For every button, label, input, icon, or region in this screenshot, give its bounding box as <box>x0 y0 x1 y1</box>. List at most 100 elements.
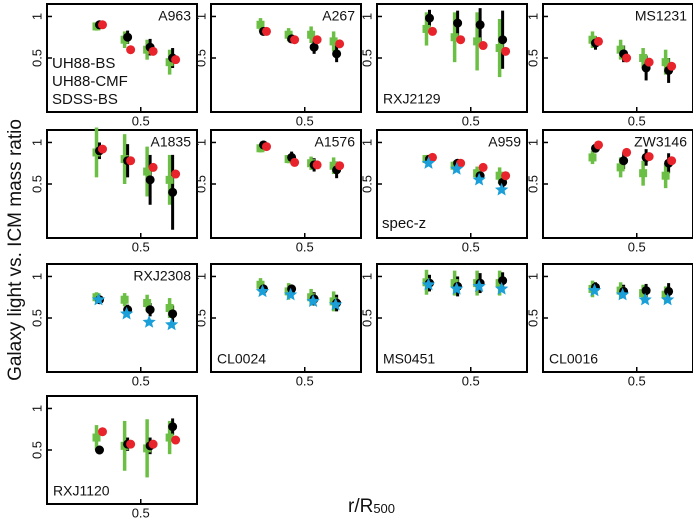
x-tick-label: 0.5 <box>628 239 646 254</box>
legend-entry: SDSS-BS <box>52 91 118 108</box>
marker-star <box>495 281 509 295</box>
marker-square <box>143 167 152 176</box>
marker-square <box>639 54 648 62</box>
marker-circle <box>312 35 322 45</box>
marker-circle <box>290 35 300 45</box>
marker-circle <box>498 276 508 286</box>
marker-square <box>143 299 152 308</box>
y-axis-label: Galaxy light vs. ICM mass ratio <box>5 119 26 381</box>
marker-circle <box>644 57 654 67</box>
marker-circle <box>148 439 158 449</box>
marker-star <box>495 182 509 196</box>
marker-circle <box>594 36 603 46</box>
marker-star <box>472 172 486 186</box>
x-axis-label-sub: 500 <box>373 501 395 516</box>
x-tick-label: 0.5 <box>462 239 480 254</box>
marker-square <box>307 30 316 39</box>
y-tick-label: 0.5 <box>29 49 44 67</box>
marker-circle <box>622 53 632 63</box>
y-tick-label: 1 <box>193 139 208 146</box>
x-tick-label: 0.5 <box>296 113 314 128</box>
marker-star <box>255 284 270 298</box>
marker-square <box>422 24 431 33</box>
panel: 1 0.5 0.5 CL0024 <box>193 263 362 388</box>
marker-square <box>329 161 338 170</box>
marker-circle <box>171 169 181 179</box>
marker-circle <box>667 156 677 166</box>
marker-circle <box>475 20 485 30</box>
y-tick-label: 0.5 <box>193 309 208 327</box>
marker-circle <box>312 160 322 170</box>
y-tick-label: 1 <box>29 139 44 146</box>
marker-square <box>165 175 174 184</box>
marker-square <box>588 153 597 162</box>
marker-square <box>639 169 648 178</box>
marker-circle <box>335 161 345 171</box>
marker-circle <box>594 140 603 150</box>
marker-star <box>638 292 652 306</box>
marker-star <box>661 292 675 306</box>
y-tick-label: 0.5 <box>29 441 44 459</box>
marker-circle <box>425 13 434 23</box>
x-tick-label: 0.5 <box>132 239 150 254</box>
marker-star <box>450 281 464 295</box>
panel: 1 0.5 0.5 CL0016 <box>525 263 693 388</box>
marker-circle <box>501 46 511 56</box>
panel-label: MS1231 <box>635 8 687 24</box>
marker-circle <box>478 41 488 51</box>
marker-square <box>616 45 625 54</box>
y-tick-label: 1 <box>29 405 44 412</box>
marker-star <box>306 294 320 307</box>
marker-square <box>120 295 129 304</box>
x-tick-label: 0.5 <box>132 373 150 388</box>
legend-entry: UH88-CMF <box>52 73 128 90</box>
marker-square <box>256 280 265 289</box>
y-tick-label: 1 <box>525 13 540 20</box>
marker-square <box>661 171 670 180</box>
panel: 1 0.5 0.5 MS0451 <box>359 263 528 388</box>
marker-circle <box>456 158 466 168</box>
x-tick-label: 0.5 <box>462 373 480 388</box>
marker-star <box>329 297 343 311</box>
marker-circle <box>171 55 181 65</box>
marker-star <box>421 277 436 291</box>
marker-circle <box>145 175 155 185</box>
marker-circle <box>622 147 632 157</box>
marker-circle <box>126 439 136 449</box>
marker-circle <box>335 39 345 49</box>
marker-circle <box>262 142 271 152</box>
x-tick-label: 0.5 <box>628 113 646 128</box>
panel-label: RXJ2308 <box>133 268 191 284</box>
marker-star <box>142 315 156 328</box>
marker-circle <box>309 42 319 52</box>
x-tick-label: 0.5 <box>296 239 314 254</box>
panel-label: A1835 <box>151 134 192 150</box>
panel: 1 0.5 0.5 MS1231 <box>525 3 693 128</box>
panel: 1 0.5 0.5 A1835 <box>29 127 198 254</box>
y-tick-label: 0.5 <box>359 309 374 327</box>
y-tick-label: 1 <box>525 139 540 146</box>
panel-label: A959 <box>488 134 521 150</box>
x-axis-label: r/R500 <box>348 496 395 517</box>
marker-circle <box>262 26 271 36</box>
y-tick-label: 0.5 <box>193 175 208 193</box>
y-tick-label: 1 <box>525 273 540 280</box>
marker-circle <box>145 305 155 315</box>
y-tick-label: 0.5 <box>29 175 44 193</box>
y-tick-label: 0.5 <box>525 175 540 193</box>
marker-star <box>616 287 630 301</box>
marker-square <box>495 44 504 53</box>
y-tick-label: 0.5 <box>29 309 44 327</box>
panel-label: A267 <box>322 8 355 24</box>
marker-circle <box>667 61 677 71</box>
marker-square <box>165 304 174 313</box>
panel: 1 0.5 0.5 A267 <box>193 3 362 128</box>
marker-circle <box>98 427 107 437</box>
marker-square <box>256 20 265 29</box>
marker-square <box>329 37 338 46</box>
marker-circle <box>332 49 342 59</box>
y-tick-label: 1 <box>29 273 44 280</box>
x-tick-label: 0.5 <box>462 113 480 128</box>
